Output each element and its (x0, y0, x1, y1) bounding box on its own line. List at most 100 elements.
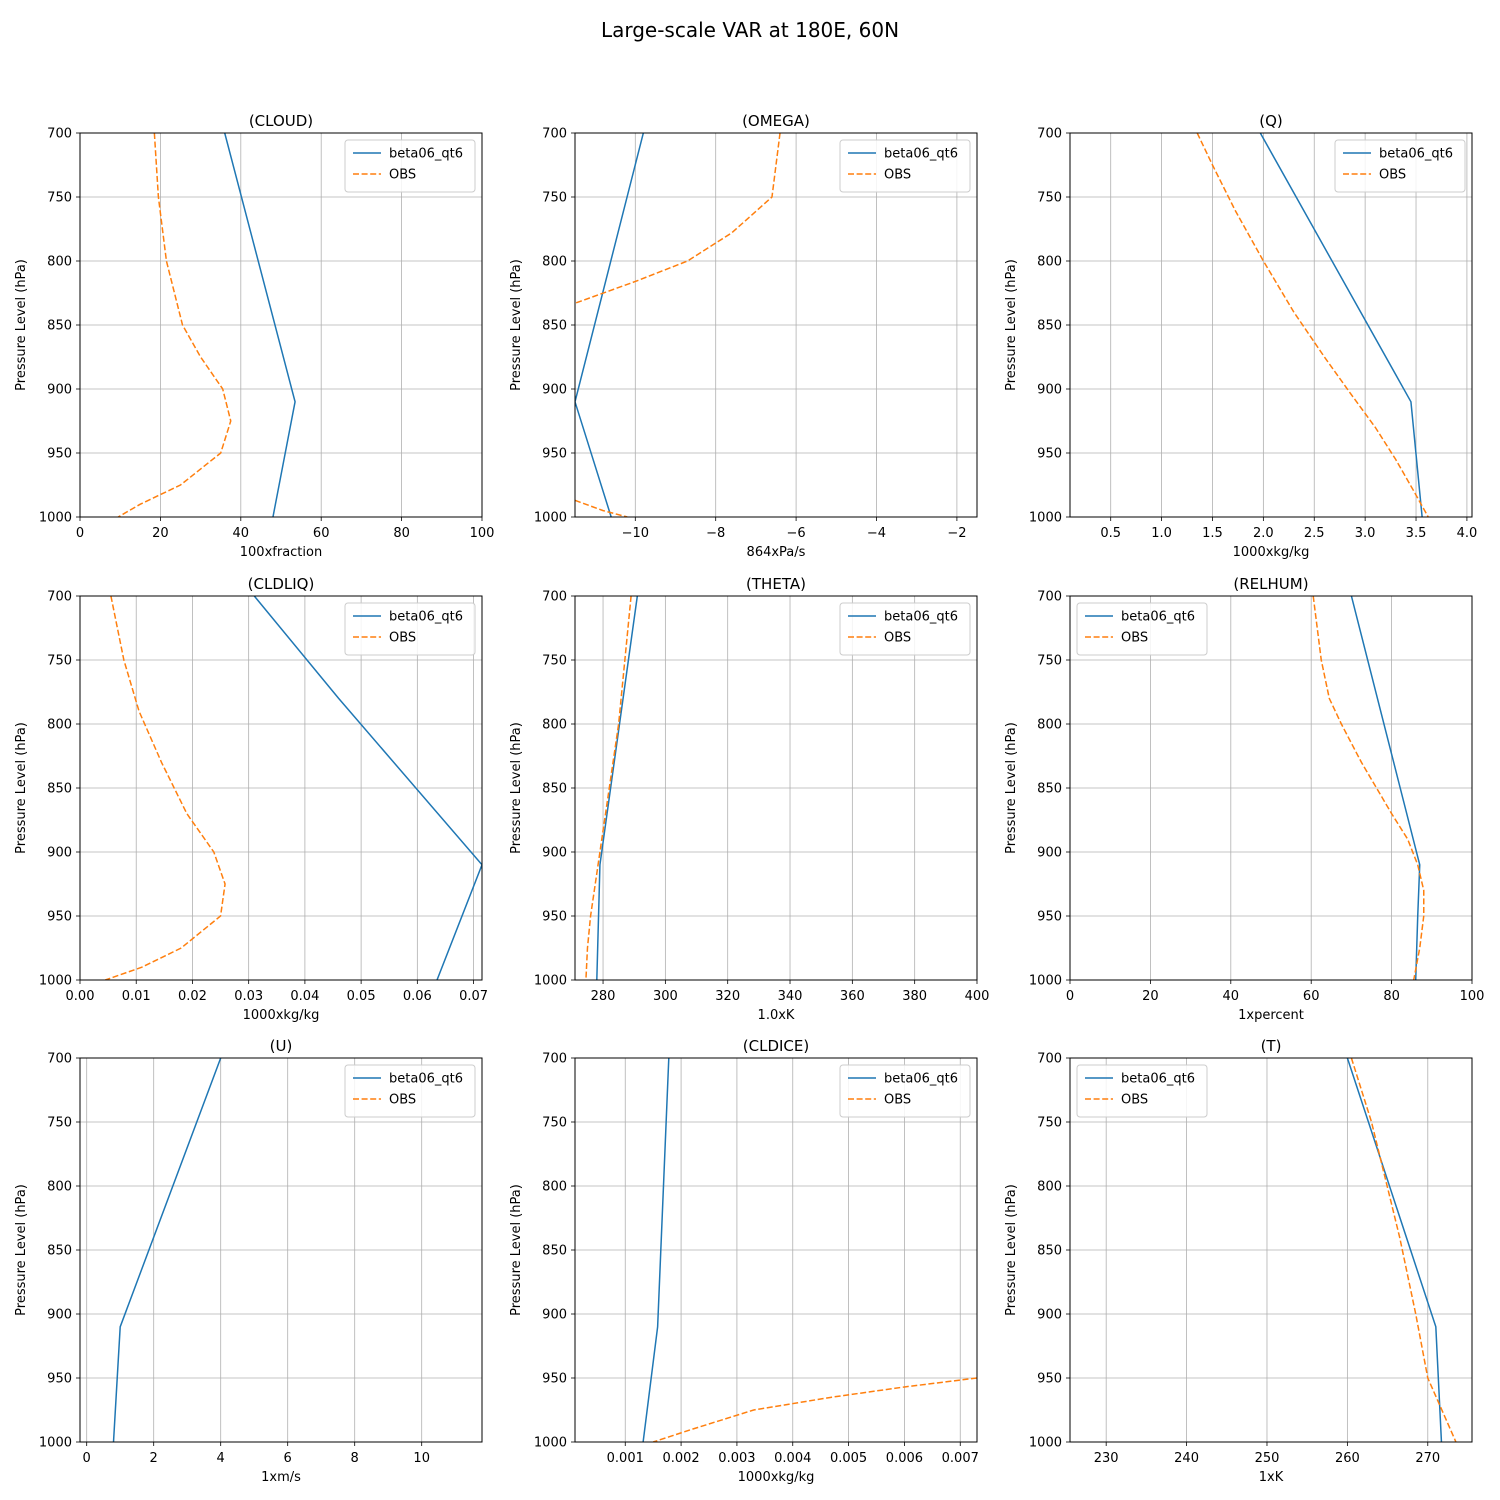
panel-title: (OMEGA) (742, 112, 810, 130)
series-line-obs (1196, 133, 1429, 517)
y-tick-label: 950 (542, 1372, 567, 1387)
y-tick-label: 900 (1037, 1308, 1062, 1323)
series-line-beta06-qt6 (596, 596, 639, 980)
y-tick-label: 850 (1037, 782, 1062, 797)
x-axis-label: 1000xkg/kg (1233, 545, 1310, 560)
y-tick-label: 1000 (39, 511, 72, 526)
legend-label: beta06_qt6 (1121, 1072, 1195, 1087)
axes-frame (79, 132, 483, 518)
panel-grid: (CLOUD)0 20 40 60 80 100700750800850900950100… (14, 112, 1484, 1485)
x-tick-label: 20 (1142, 989, 1159, 1004)
x-tick-label: 100 (470, 526, 495, 541)
series-line-beta06-qt6 (253, 596, 482, 980)
y-axis-label: Pressure Level (hPa) (509, 722, 524, 854)
legend-label: OBS (1379, 168, 1406, 183)
y-axis-label: Pressure Level (hPa) (14, 722, 29, 854)
panel-q: (Q) 0.5 1.0 1.5 2.0 2.5 3.0 3.5 4.0 700 750 800 850 9… (1004, 112, 1477, 560)
x-tick-label: 60 (313, 526, 330, 541)
x-tick-label: 4.0 (1457, 526, 1478, 541)
y-tick-label: 950 (47, 910, 72, 925)
legend: beta06_qt6 OBS (344, 602, 476, 656)
x-tick-label: 1.0 (1151, 526, 1172, 541)
x-tick-label: 8 (351, 1451, 359, 1466)
x-tick-label: 0.03 (234, 989, 263, 1004)
x-tick-label: 100 (1460, 989, 1485, 1004)
x-tick-label: 250 (1255, 1451, 1280, 1466)
x-tick-label: 240 (1174, 1451, 1199, 1466)
y-tick-label: 750 (1037, 191, 1062, 206)
x-tick-label: 0.5 (1100, 526, 1121, 541)
x-tick-label: 0.003 (718, 1451, 755, 1466)
y-tick-label: 850 (1037, 319, 1062, 334)
y-tick-label: 900 (542, 383, 567, 398)
axes-frame (1069, 132, 1473, 518)
x-tick-label: 400 (965, 989, 990, 1004)
y-tick-label: 900 (47, 1308, 72, 1323)
x-tick-label: 0.05 (347, 989, 376, 1004)
y-tick-label: 750 (1037, 1116, 1062, 1131)
panel-cldice: (CLDICE) 0.001 0.002 0.003 0.004 0.005 0.006 0.… (509, 1037, 979, 1485)
panel-title: (Q) (1259, 112, 1283, 130)
y-tick-label: 700 (47, 1052, 72, 1067)
x-tick-label: 340 (778, 989, 803, 1004)
y-tick-label: 1000 (39, 1436, 72, 1451)
legend-label: beta06_qt6 (389, 1072, 463, 1087)
y-tick-label: 750 (542, 1116, 567, 1131)
y-tick-label: 1000 (534, 974, 567, 989)
y-tick-label: 700 (542, 127, 567, 142)
y-tick-label: 1000 (1029, 1436, 1062, 1451)
y-tick-label: 850 (47, 319, 72, 334)
legend-label: OBS (389, 631, 416, 646)
x-tick-label: 60 (1303, 989, 1320, 1004)
y-tick-label: 800 (542, 718, 567, 733)
x-tick-label: 10 (413, 1451, 430, 1466)
x-axis-label: 1xm/s (261, 1470, 301, 1485)
y-tick-label: 800 (47, 718, 72, 733)
series-group (585, 596, 639, 980)
series-line-obs (105, 596, 226, 980)
x-tick-label: 270 (1415, 1451, 1440, 1466)
x-tick-label: 0.02 (178, 989, 207, 1004)
x-axis-label: 1.0xK (758, 1008, 795, 1023)
x-tick-label: −2 (947, 526, 966, 541)
x-tick-label: 2.5 (1304, 526, 1325, 541)
x-tick-label: −4 (867, 526, 886, 541)
x-tick-label: 0.06 (403, 989, 432, 1004)
y-tick-label: 1000 (39, 974, 72, 989)
series-line-beta06-qt6 (1350, 596, 1421, 980)
panel-title: (CLDLIQ) (248, 575, 315, 593)
panel-title: (THETA) (746, 575, 806, 593)
x-axis-label: 1000xkg/kg (738, 1470, 815, 1485)
legend-label: beta06_qt6 (1379, 147, 1453, 162)
panel-title: (CLDICE) (743, 1037, 809, 1055)
legend-label: OBS (884, 1093, 911, 1108)
panel-cldliq: (CLDLIQ) 0.00 0.01 0.02 0.03 0.04 0.05 0.06 0.07… (14, 575, 488, 1023)
x-tick-label: 0 (83, 1451, 91, 1466)
figure-title: Large-scale VAR at 180E, 60N (601, 18, 899, 42)
legend: beta06_qt6 OBS (344, 139, 476, 193)
legend: beta06_qt6 OBS (839, 602, 971, 656)
legend-label: beta06_qt6 (884, 1072, 958, 1087)
x-tick-label: 320 (715, 989, 740, 1004)
x-tick-label: 80 (1383, 989, 1400, 1004)
y-tick-label: 1000 (1029, 974, 1062, 989)
y-tick-label: 900 (542, 846, 567, 861)
x-tick-label: 0.07 (459, 989, 488, 1004)
y-tick-label: 900 (47, 383, 72, 398)
x-axis-label: 864xPa/s (747, 545, 806, 560)
y-tick-label: 700 (1037, 1052, 1062, 1067)
y-tick-label: 950 (542, 910, 567, 925)
axes-frame (574, 132, 978, 518)
series-group (112, 1058, 222, 1442)
series-group (642, 1058, 977, 1442)
x-axis-label: 1000xkg/kg (243, 1008, 320, 1023)
y-tick-label: 850 (1037, 1244, 1062, 1259)
series-line-obs (652, 1377, 977, 1442)
panel-omega: (OMEGA) −10 −8 −6 −4 −2 700 750 800 850 900 950 1000… (509, 112, 978, 560)
y-tick-label: 900 (47, 846, 72, 861)
y-tick-label: 750 (47, 1116, 72, 1131)
x-tick-label: 360 (840, 989, 865, 1004)
legend: beta06_qt6 OBS (1334, 139, 1466, 193)
panel-title: (T) (1261, 1037, 1282, 1055)
